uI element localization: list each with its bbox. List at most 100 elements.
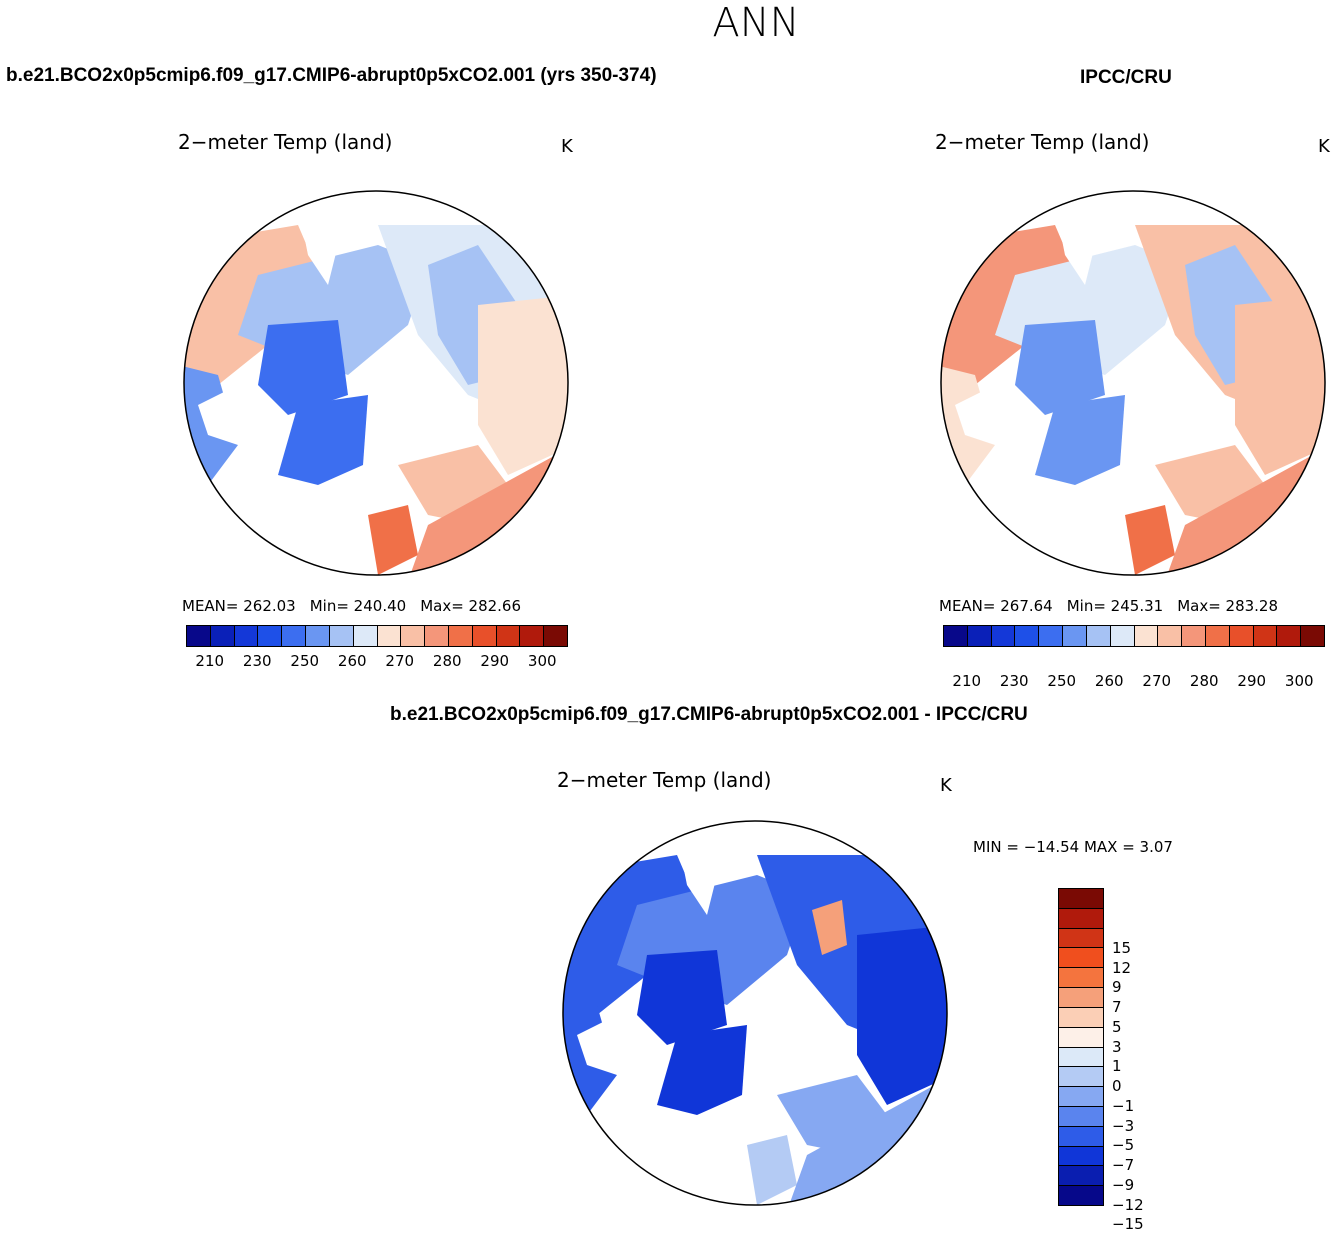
panel1-colorbar-swatch (187, 626, 211, 646)
panel2-colorbar-tick-label: 300 (1284, 672, 1314, 690)
panel3-colorbar-swatch (1059, 1047, 1103, 1068)
panel3-colorbar-tick-label: −15 (1112, 1215, 1144, 1234)
panel3-colorbar-tick-label: −9 (1112, 1175, 1135, 1194)
panel1-map-border (183, 190, 569, 576)
panel2-colorbar-swatch (1110, 626, 1135, 646)
panel1-max: Max= 282.66 (420, 597, 522, 615)
panel1-colorbar-swatch (401, 626, 426, 646)
panel1-british-isles (368, 505, 418, 575)
panel1-colorbar-swatch (306, 626, 330, 646)
panel3-minmax: MIN = −14.54 MAX = 3.07 (973, 838, 1173, 856)
panel2-colorbar-swatch (1134, 626, 1159, 646)
panel1-east-europe (478, 295, 568, 475)
panel3-colorbar-swatch (1059, 968, 1103, 989)
panel2-colorbar-swatch (1039, 626, 1064, 646)
panel1-colorbar-swatch (377, 626, 402, 646)
panel2-colorbar-tick-label: 230 (999, 672, 1029, 690)
panel1-colorbar-swatch (282, 626, 307, 646)
panel1-greenland (278, 395, 368, 485)
panel2-colorbar-swatch (1182, 626, 1206, 646)
panel3-colorbar-tick-label: −1 (1112, 1096, 1135, 1115)
panel2-colorbar-tick-label: 250 (1047, 672, 1077, 690)
panel2-arctic-archipelago (1015, 320, 1105, 415)
panel1-case-title: b.e21.BCO2x0p5cmip6.f09_g17.CMIP6-abrupt… (6, 65, 657, 86)
panel2-colorbar-swatch (1063, 626, 1087, 646)
panel1-colorbar-swatch (472, 626, 497, 646)
panel1-colorbar-swatch (448, 626, 473, 646)
panel2-colorbar-tick-label: 290 (1237, 672, 1267, 690)
panel2-colorbar-tick-label: 210 (952, 672, 982, 690)
panel1-colorbar-tick-label: 270 (385, 652, 415, 670)
panel3-polar-map (562, 820, 948, 1206)
panel2-colorbar-tick-label: 280 (1189, 672, 1219, 690)
panel3-colorbar-tick-label: −12 (1112, 1195, 1144, 1214)
panel3-units: K (940, 775, 952, 796)
panel2-colorbar-swatch (991, 626, 1016, 646)
panel3-colorbar-tick-label: −7 (1112, 1156, 1135, 1174)
panel1-colorbar-swatch (496, 626, 521, 646)
panel1-colorbar-tick-label: 300 (527, 652, 557, 670)
panel2-colorbar-swatch (944, 626, 968, 646)
panel3-colorbar-tick-label: 9 (1112, 978, 1122, 997)
panel1-hudson-bay (298, 205, 338, 285)
panel3-colorbar-tick-label: 0 (1112, 1077, 1122, 1095)
panel1-polar-map (183, 190, 569, 576)
panel3-warm-anomaly (812, 900, 847, 955)
panel2-colorbar-ticks: 210 230 250 260 270 280 290 300 (943, 672, 1323, 692)
panel2-colorbar-swatch (1277, 626, 1302, 646)
panel2-colorbar (943, 625, 1325, 647)
panel2-colorbar-swatch (1253, 626, 1278, 646)
panel2-colorbar-swatch (1158, 626, 1183, 646)
panel1-colorbar-swatch (210, 626, 235, 646)
panel3-colorbar-tick-label: 15 (1112, 938, 1132, 957)
figure-title: ANN (712, 0, 800, 46)
panel3-colorbar (1058, 888, 1104, 1206)
panel1-mean: MEAN= 262.03 (182, 597, 296, 615)
panel1-stats: MEAN= 262.03 Min= 240.40 Max= 282.66 (182, 597, 521, 615)
panel3-colorbar-tick-label: 5 (1112, 1017, 1122, 1036)
panel2-units: K (1318, 136, 1330, 157)
panel2-colorbar-swatch (1229, 626, 1254, 646)
panel1-colorbar-tick-label: 260 (337, 652, 367, 670)
panel1-colorbar-tick-label: 290 (480, 652, 510, 670)
panel2-variable-title: 2−meter Temp (land) (935, 130, 1150, 154)
panel3-colorbar-tick-label: 12 (1112, 958, 1132, 977)
panel1-colorbar-swatch (353, 626, 378, 646)
panel3-colorbar-swatch (1059, 1067, 1103, 1088)
panel3-colorbar-swatch (1059, 1126, 1103, 1147)
panel2-bering (955, 385, 1015, 445)
panel2-greenland (1035, 395, 1125, 485)
panel1-min: Min= 240.40 (309, 597, 407, 615)
panel3-hudson-bay (677, 835, 717, 915)
panel3-colorbar-swatch (1059, 908, 1103, 929)
panel1-arctic-archipelago (258, 320, 348, 415)
panel3-colorbar-ticks: 15 12 9 7 5 3 1 0 −1 −3 −5 −7 −9 −12 −15 (1112, 928, 1172, 1244)
panel3-colorbar-swatch (1059, 1186, 1103, 1205)
panel1-colorbar-swatch (258, 626, 283, 646)
panel3-case-title: b.e21.BCO2x0p5cmip6.f09_g17.CMIP6-abrupt… (390, 704, 1028, 725)
panel3-colorbar-swatch (1059, 1106, 1103, 1127)
panel3-map-border (562, 820, 948, 1206)
panel2-min: Min= 245.31 (1066, 597, 1164, 615)
panel3-greenland (657, 1025, 747, 1115)
panel3-colorbar-swatch (1059, 1007, 1103, 1028)
panel3-colorbar-tick-label: 7 (1112, 998, 1122, 1016)
panel3-colorbar-swatch (1059, 988, 1103, 1008)
panel3-colorbar-swatch (1059, 948, 1103, 969)
panel3-arctic-archipelago (637, 950, 727, 1045)
panel2-case-title: IPCC/CRU (1080, 67, 1172, 88)
panel1-colorbar-tick-label: 250 (290, 652, 320, 670)
panel2-mean: MEAN= 267.64 (939, 597, 1053, 615)
panel3-bering (577, 1015, 637, 1075)
panel1-colorbar-tick-label: 230 (242, 652, 272, 670)
panel2-colorbar-swatch (1086, 626, 1111, 646)
panel1-colorbar-swatch (520, 626, 545, 646)
panel3-variable-title: 2−meter Temp (land) (557, 768, 772, 792)
panel1-colorbar-swatch (425, 626, 449, 646)
panel3-colorbar-swatch (1059, 928, 1103, 949)
panel1-colorbar-ticks: 210 230 250 260 270 280 290 300 (186, 652, 566, 672)
panel1-colorbar-swatch (329, 626, 354, 646)
panel3-colorbar-swatch (1059, 1027, 1103, 1048)
panel3-colorbar-tick-label: −3 (1112, 1116, 1135, 1135)
panel2-polar-map (940, 190, 1326, 576)
